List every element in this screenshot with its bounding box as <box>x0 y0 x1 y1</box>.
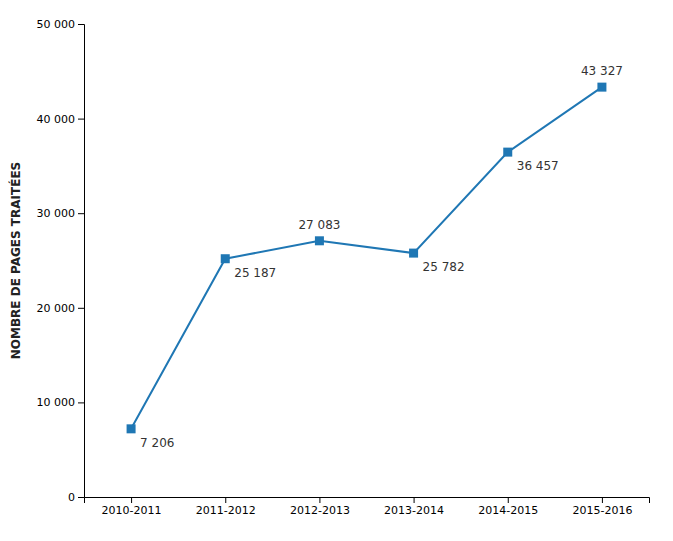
chart-container: 0 10 000 20 000 30 000 40 000 50 000 2010-2011… <box>0 0 673 541</box>
axis-domain <box>78 25 85 498</box>
tick-label: 40 000 <box>37 113 76 126</box>
x-tick: 2013-2014 <box>384 497 444 517</box>
x-tick: 2014-2015 <box>478 497 538 517</box>
data-label: 36 457 <box>517 159 559 173</box>
tick-mark <box>78 497 84 498</box>
line <box>131 87 602 429</box>
tick-mark <box>602 497 603 503</box>
data-label: 27 083 <box>298 218 340 232</box>
data-label: 43 327 <box>581 64 623 78</box>
x-tick: 2012-2013 <box>290 497 350 517</box>
tick-label: 10 000 <box>37 396 76 409</box>
y-axis-title: NOMBRE DE PAGES TRAITÉES <box>8 162 23 360</box>
tick-label: 2010-2011 <box>102 504 162 517</box>
marker <box>221 254 230 263</box>
y-axis: 0 10 000 20 000 30 000 40 000 50 000 <box>37 18 85 504</box>
x-tick: 2015-2016 <box>572 497 632 517</box>
tick-mark <box>131 497 132 503</box>
data-label: 7 206 <box>140 436 174 450</box>
tick-mark <box>78 402 84 403</box>
marker <box>127 424 136 433</box>
data-label: 25 187 <box>234 266 276 280</box>
tick-label: 2014-2015 <box>478 504 538 517</box>
x-axis: 2010-2011 2011-2012 2012-2013 2013-2014 2014… <box>85 497 650 517</box>
marker <box>597 83 606 92</box>
y-tick: 10 000 <box>37 396 85 409</box>
y-tick: 40 000 <box>37 113 85 126</box>
data-label: 25 782 <box>423 260 465 274</box>
marker <box>315 236 324 245</box>
y-tick: 50 000 <box>37 18 85 31</box>
tick-mark <box>225 497 226 503</box>
tick-mark <box>78 308 84 309</box>
data-labels: 7 206 25 187 27 083 25 782 36 457 43 327 <box>140 64 623 450</box>
tick-label: 2015-2016 <box>572 504 632 517</box>
tick-mark <box>414 497 415 503</box>
x-tick: 2011-2012 <box>196 497 256 517</box>
plot-area <box>127 83 607 434</box>
tick-label: 2011-2012 <box>196 504 256 517</box>
y-tick: 0 <box>68 491 84 504</box>
y-tick: 30 000 <box>37 207 85 220</box>
chart-svg: 0 10 000 20 000 30 000 40 000 50 000 2010-2011… <box>0 0 673 541</box>
tick-label: 50 000 <box>37 18 76 31</box>
tick-mark <box>78 119 84 120</box>
tick-label: 0 <box>68 491 75 504</box>
tick-label: 2013-2014 <box>384 504 444 517</box>
marker <box>409 249 418 258</box>
tick-mark <box>508 497 509 503</box>
x-tick: 2010-2011 <box>102 497 162 517</box>
tick-label: 20 000 <box>37 302 76 315</box>
y-tick: 20 000 <box>37 302 85 315</box>
marker <box>503 148 512 157</box>
tick-label: 2012-2013 <box>290 504 350 517</box>
tick-mark <box>78 24 84 25</box>
tick-mark <box>319 497 320 503</box>
tick-mark <box>78 213 84 214</box>
axis-domain <box>85 498 650 504</box>
tick-label: 30 000 <box>37 207 76 220</box>
